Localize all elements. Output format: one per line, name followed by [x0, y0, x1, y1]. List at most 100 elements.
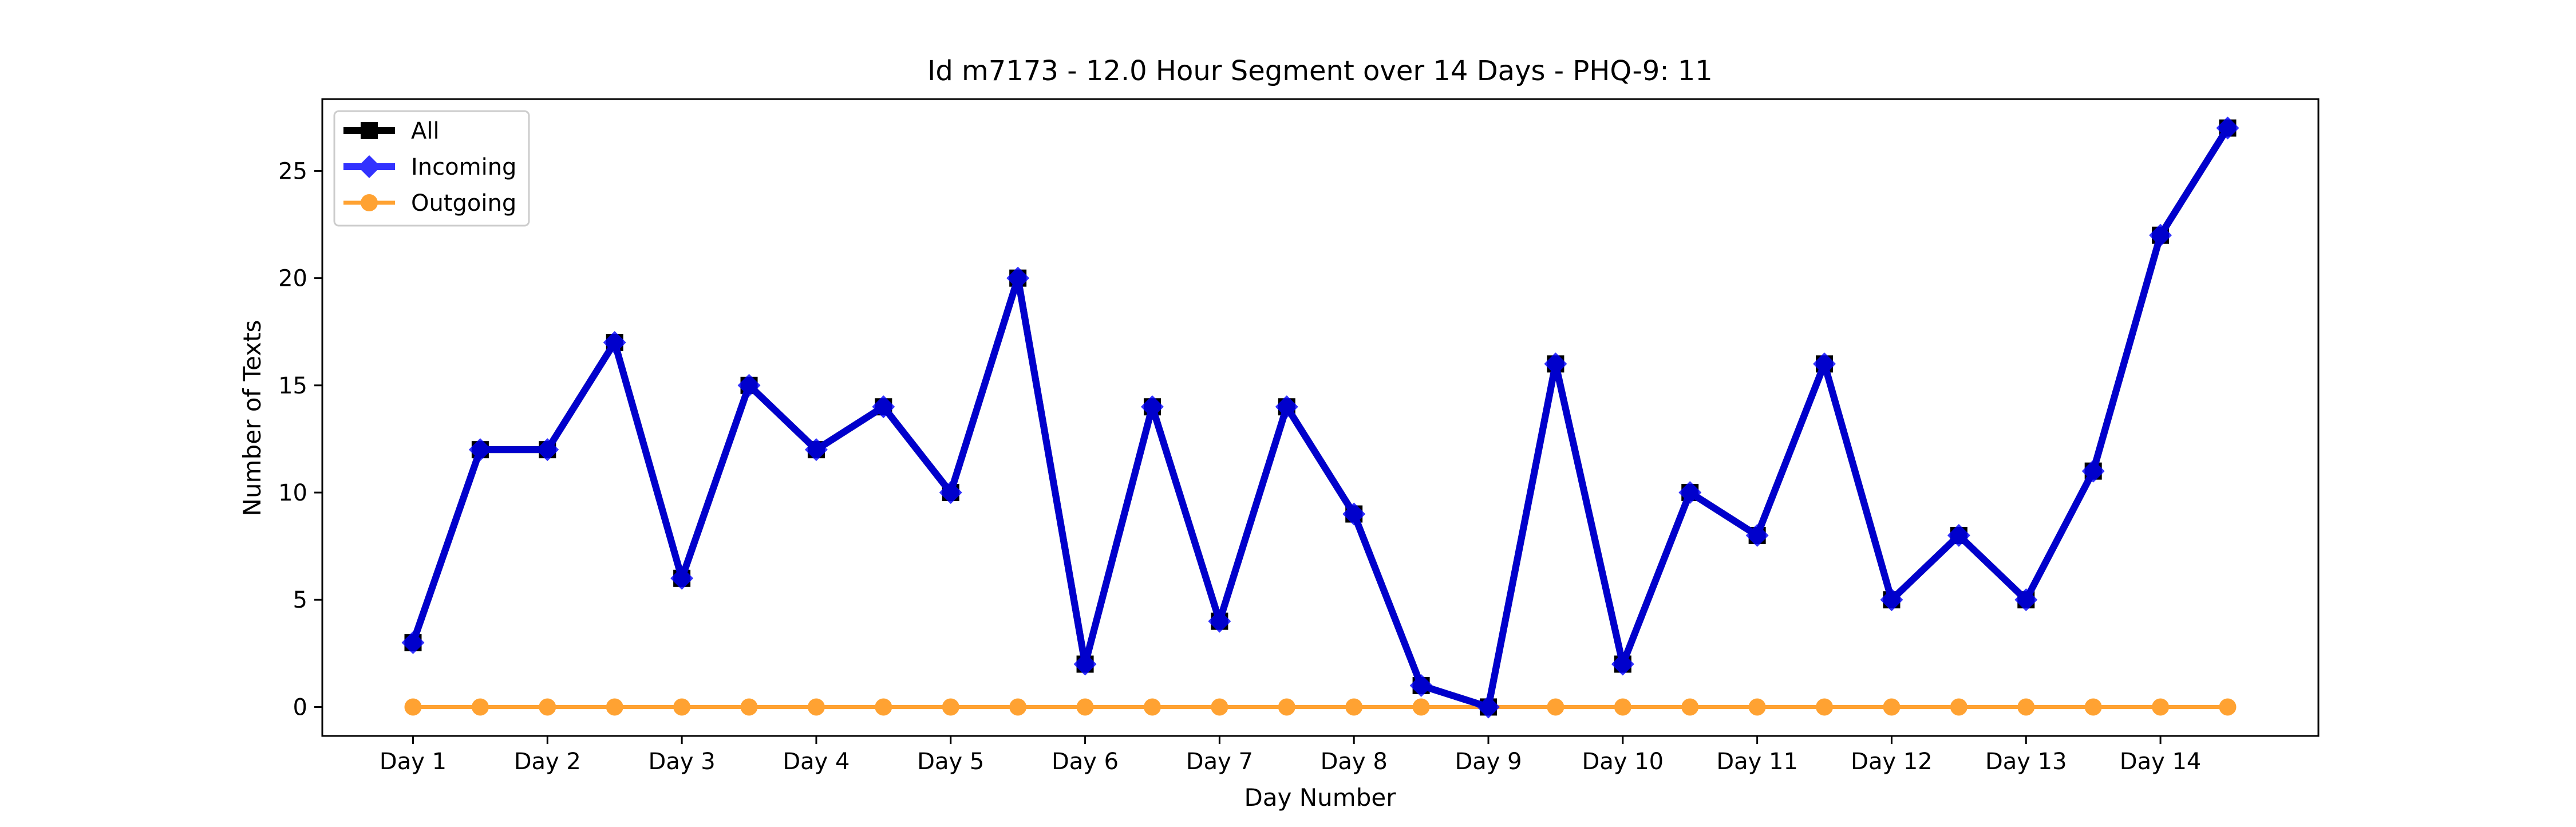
x-tick-label: Day 11: [1716, 749, 1798, 775]
x-tick-label: Day 9: [1455, 749, 1522, 775]
data-point-incoming: [1544, 352, 1567, 376]
legend-label-outgoing: Outgoing: [411, 190, 516, 216]
data-point-incoming: [2014, 588, 2038, 612]
legend-item-all: All: [343, 118, 440, 144]
data-point-incoming: [1813, 352, 1836, 376]
x-axis-label: Day Number: [1244, 783, 1396, 812]
data-point-incoming: [1342, 502, 1366, 526]
data-point-incoming: [1947, 523, 1970, 547]
series-incoming: [401, 116, 2239, 719]
x-tick-label: Day 13: [1985, 749, 2067, 775]
data-point-outgoing: [673, 698, 691, 716]
data-point-outgoing: [1883, 698, 1901, 716]
data-point-outgoing: [1009, 698, 1027, 716]
series-outgoing: [404, 698, 2237, 716]
legend-box: [333, 110, 530, 227]
x-tick-label: Day 7: [1186, 749, 1253, 775]
data-point-outgoing: [2152, 698, 2170, 716]
data-point-outgoing: [2084, 698, 2102, 716]
data-point-incoming: [2081, 459, 2105, 483]
legend-marker-incoming: [358, 155, 381, 178]
y-tick-label: 0: [293, 694, 307, 720]
data-point-outgoing: [1681, 698, 1699, 716]
data-point-incoming: [1477, 695, 1500, 719]
legend-marker-outgoing: [361, 194, 378, 211]
legend-label-incoming: Incoming: [411, 154, 516, 180]
data-point-incoming: [737, 373, 761, 397]
x-tick-label: Day 2: [514, 749, 581, 775]
data-point-outgoing: [740, 698, 758, 716]
data-point-outgoing: [1614, 698, 1631, 716]
data-point-incoming: [1409, 674, 1433, 698]
data-point-outgoing: [1816, 698, 1834, 716]
series-line-all: [409, 126, 2231, 711]
data-point-outgoing: [1211, 698, 1228, 716]
data-point-outgoing: [1748, 698, 1766, 716]
y-axis-label: Number of Texts: [238, 320, 266, 517]
data-point-outgoing: [1345, 698, 1363, 716]
data-point-incoming: [401, 631, 425, 655]
data-point-outgoing: [1143, 698, 1161, 716]
data-point-incoming: [1611, 652, 1634, 676]
data-point-outgoing: [606, 698, 623, 716]
data-point-incoming: [1140, 395, 1164, 419]
series-line-incoming: [409, 126, 2231, 711]
legend-item-outgoing: Outgoing: [343, 190, 516, 216]
y-tick-label: 20: [278, 266, 307, 292]
data-point-outgoing: [1547, 698, 1564, 716]
data-point-outgoing: [942, 698, 959, 716]
x-tick-label: Day 14: [2120, 749, 2202, 775]
data-point-outgoing: [2017, 698, 2035, 716]
x-tick-label: Day 10: [1582, 749, 1664, 775]
legend-swatch-incoming: [343, 155, 395, 178]
x-tick-label: Day 5: [917, 749, 984, 775]
chart-title: Id m7173 - 12.0 Hour Segment over 14 Day…: [927, 55, 1713, 87]
data-point-outgoing: [2219, 698, 2237, 716]
y-tick-label: 25: [278, 158, 307, 184]
data-point-incoming: [1208, 609, 1231, 633]
data-point-outgoing: [404, 698, 422, 716]
series-all: [404, 119, 2237, 716]
data-point-outgoing: [471, 698, 489, 716]
data-point-incoming: [1006, 266, 1030, 290]
data-point-incoming: [1073, 652, 1097, 676]
data-point-incoming: [1745, 523, 1769, 547]
axes: 0 5 10 15 20 25 Day 1 Day 2 Day 3 Day 4 Day 5 Day 6…: [278, 158, 2201, 775]
legend-item-incoming: Incoming: [343, 154, 516, 180]
data-point-incoming: [872, 395, 895, 419]
data-point-incoming: [603, 330, 626, 354]
data-point-incoming: [468, 438, 492, 462]
data-point-incoming: [2149, 223, 2172, 247]
data-point-incoming: [939, 481, 962, 505]
x-tick-label: Day 4: [783, 749, 850, 775]
data-point-incoming: [536, 438, 559, 462]
data-point-incoming: [1880, 588, 1903, 612]
plot-area: [401, 116, 2239, 719]
data-point-outgoing: [1076, 698, 1094, 716]
y-tick-label: 10: [278, 480, 307, 506]
x-tick-label: Day 6: [1052, 749, 1119, 775]
legend-swatch-outgoing: [343, 194, 395, 211]
plot-frame: [321, 98, 2320, 737]
x-tick-label: Day 3: [649, 749, 716, 775]
x-tick-label: Day 8: [1321, 749, 1388, 775]
legend-marker-all: [361, 122, 378, 139]
data-point-outgoing: [1278, 698, 1295, 716]
data-point-incoming: [1678, 481, 1702, 505]
data-point-outgoing: [539, 698, 556, 716]
data-point-incoming: [670, 566, 694, 590]
y-tick-label: 15: [278, 373, 307, 399]
data-point-outgoing: [1412, 698, 1430, 716]
data-point-incoming: [2216, 116, 2239, 140]
legend: All Incoming Outgoing: [333, 110, 530, 227]
data-point-outgoing: [1950, 698, 1967, 716]
x-tick-label: Day 12: [1851, 749, 1933, 775]
data-point-incoming: [1275, 395, 1298, 419]
legend-label-all: All: [411, 118, 440, 144]
legend-swatch-all: [343, 122, 395, 139]
data-point-incoming: [804, 438, 828, 462]
y-tick-label: 5: [293, 587, 307, 613]
data-point-outgoing: [807, 698, 825, 716]
